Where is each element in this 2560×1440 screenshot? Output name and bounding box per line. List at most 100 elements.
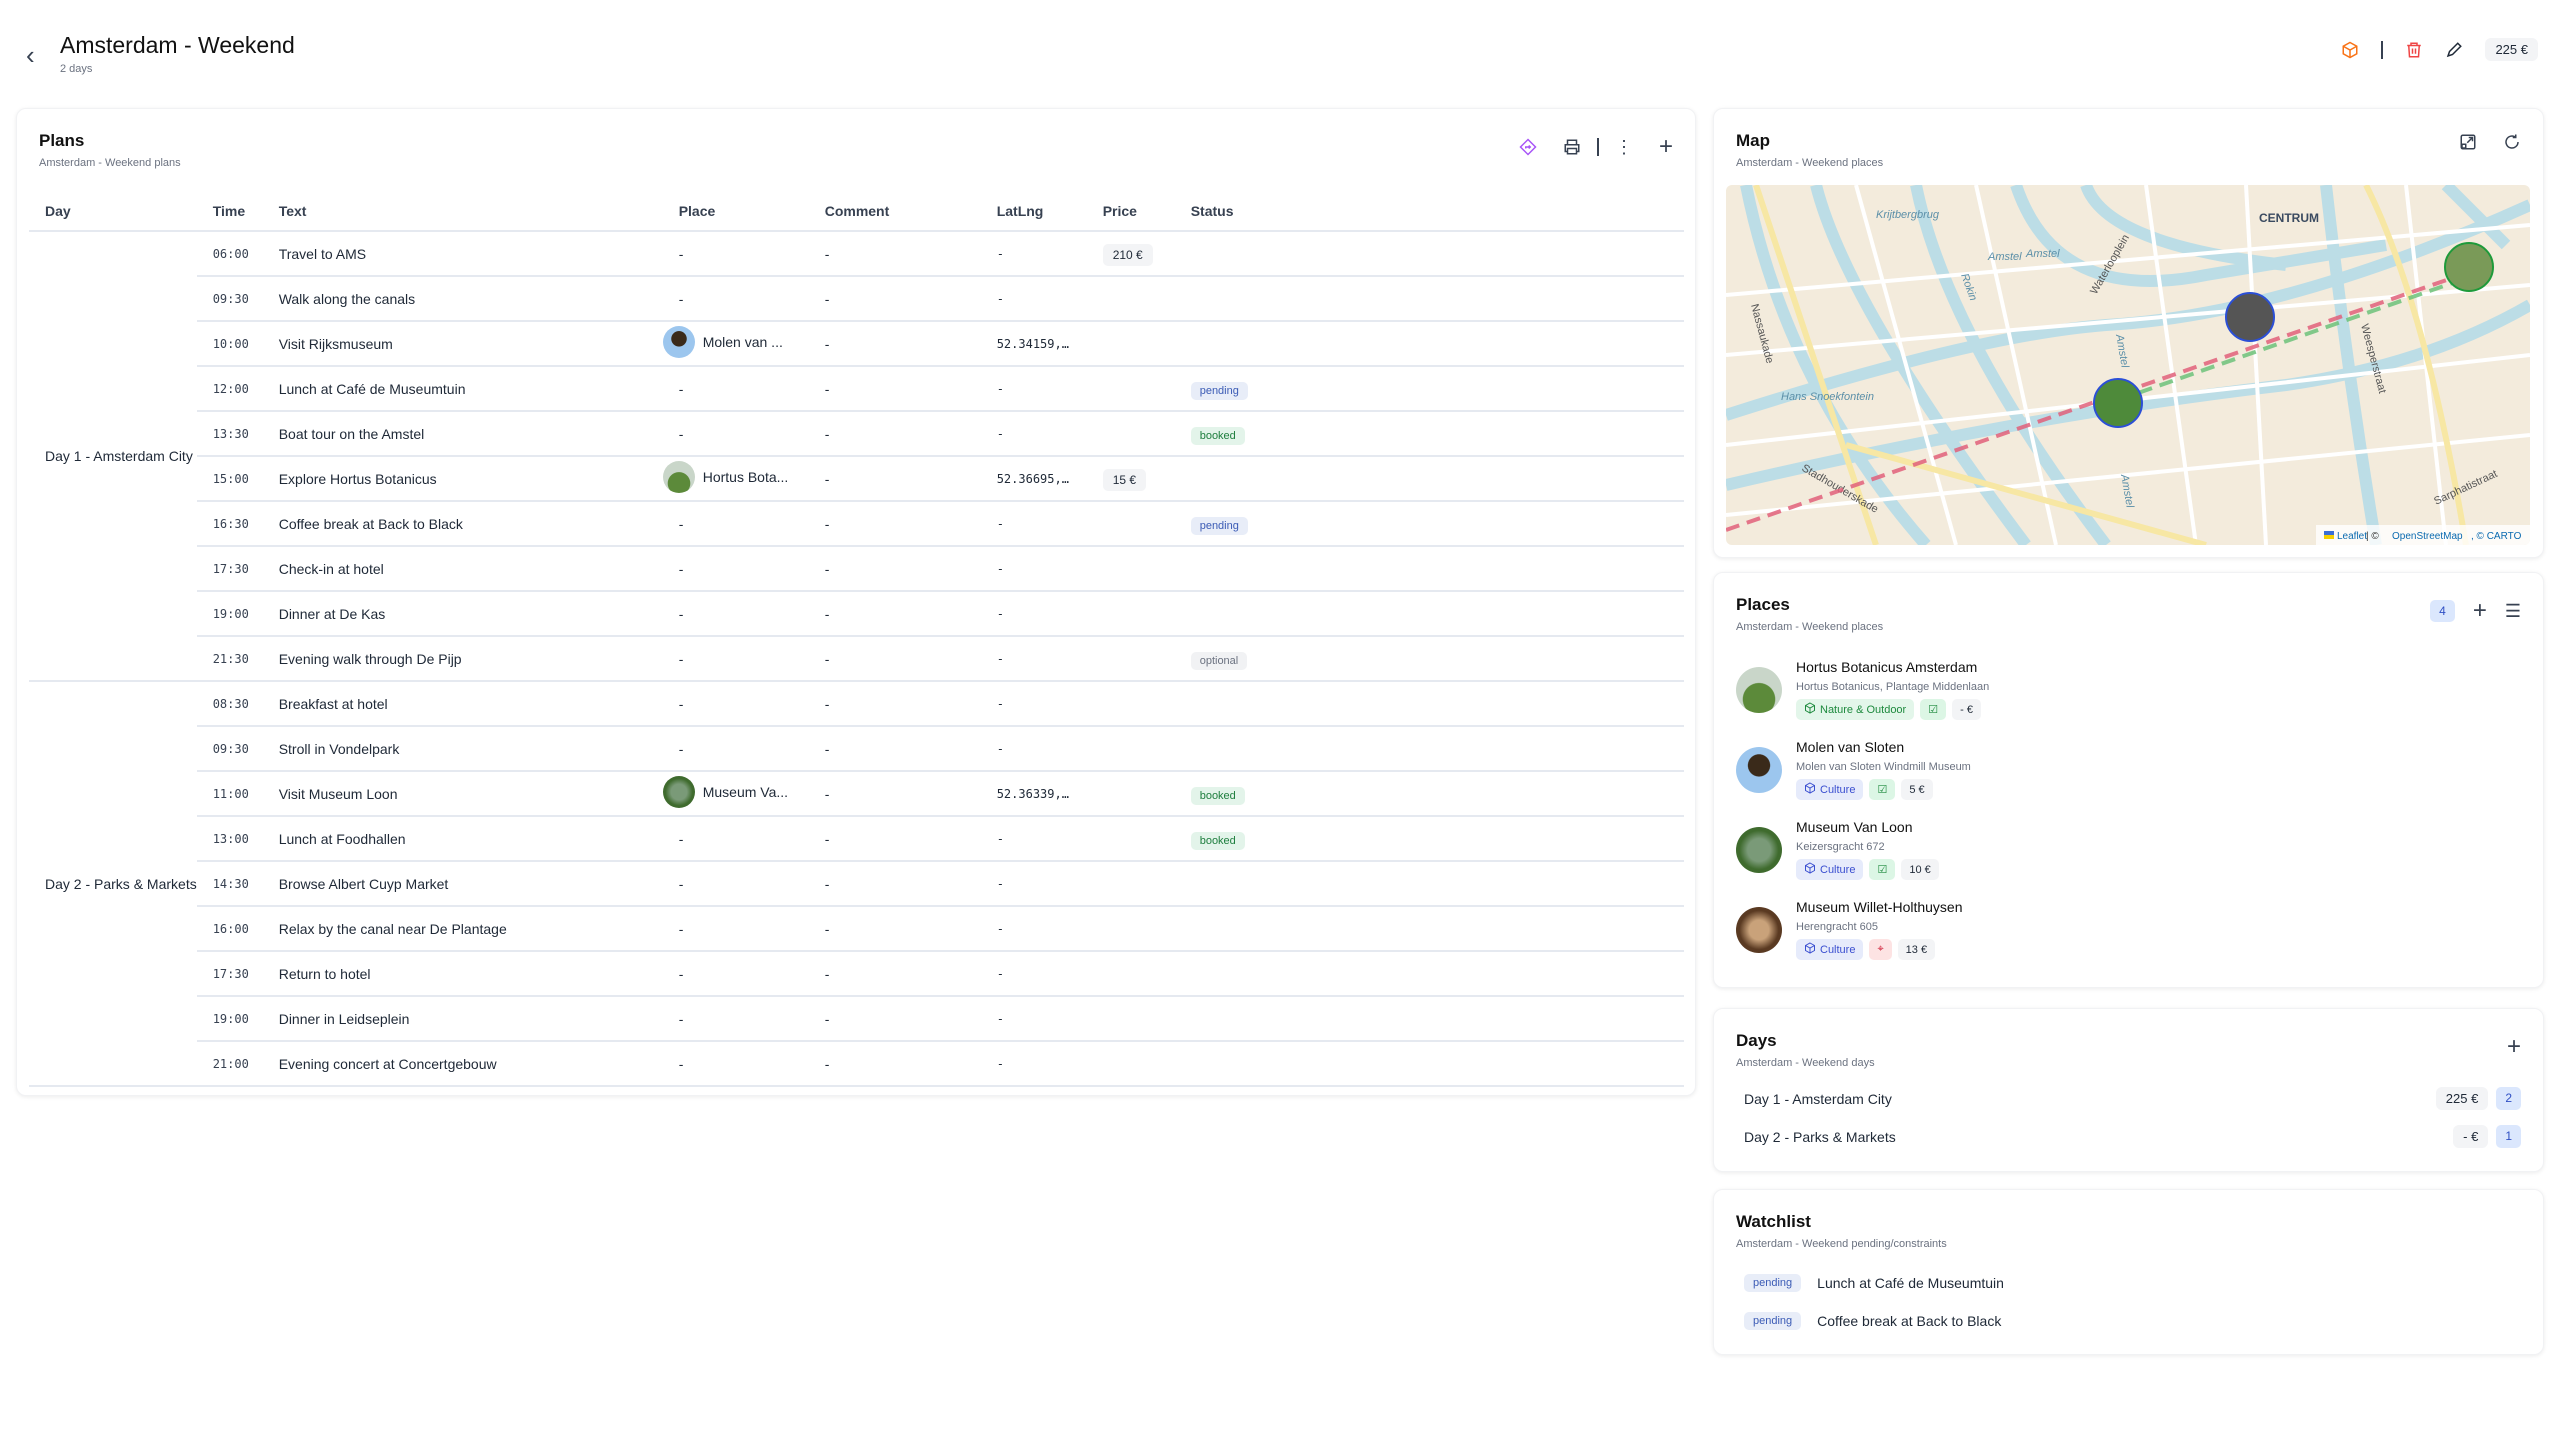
- box-icon[interactable]: [2341, 41, 2359, 59]
- text-cell: Evening walk through De Pijp: [262, 636, 663, 682]
- place-cell[interactable]: -: [662, 1041, 809, 1087]
- watchlist-text: Coffee break at Back to Black: [1817, 1313, 2002, 1329]
- time-cell: 19:00: [196, 591, 263, 637]
- table-row[interactable]: 13:30 Boat tour on the Amstel - - - booked: [29, 411, 1684, 457]
- place-thumbnail: [662, 326, 695, 358]
- trash-icon[interactable]: [2405, 41, 2423, 59]
- column-header[interactable]: Time: [196, 191, 263, 232]
- table-row[interactable]: Day 2 - Parks & Markets 08:30 Breakfast at…: [29, 681, 1684, 1087]
- add-place-button[interactable]: +: [2472, 597, 2487, 624]
- place-item[interactable]: Molen van Sloten Molen van Sloten Windmil…: [1736, 739, 1971, 800]
- status-cell: optional: [1174, 636, 1684, 682]
- map-marker-willet-holthuysen[interactable]: [2225, 292, 2275, 342]
- place-cell[interactable]: -: [662, 276, 809, 322]
- place-cell[interactable]: -: [662, 501, 809, 547]
- category-tag[interactable]: Culture: [1796, 859, 1864, 880]
- place-cell[interactable]: -: [662, 366, 809, 412]
- table-row[interactable]: 10:00 Visit Rijksmuseum Molen van ... -52.3…: [29, 321, 1684, 367]
- place-cell[interactable]: -: [662, 681, 809, 727]
- place-cell[interactable]: -: [662, 726, 809, 772]
- place-cell[interactable]: -: [662, 231, 809, 277]
- table-row[interactable]: 19:00 Dinner in Leidseplein - - -: [29, 996, 1684, 1042]
- place-cell[interactable]: -: [662, 546, 809, 592]
- text-cell: Visit Rijksmuseum: [262, 321, 663, 367]
- column-header[interactable]: Place: [662, 191, 809, 232]
- page-title: Amsterdam - Weekend: [60, 32, 295, 58]
- table-row[interactable]: 17:30 Return to hotel - - -: [29, 951, 1684, 997]
- status-cell: [1174, 591, 1684, 637]
- table-row[interactable]: 17:30 Check-in at hotel - - -: [29, 546, 1684, 592]
- category-tag[interactable]: Nature & Outdoor: [1796, 699, 1915, 720]
- map-marker-hortus[interactable]: [2444, 242, 2494, 292]
- list-checks-icon[interactable]: ☰: [2504, 600, 2521, 621]
- column-header[interactable]: Text: [262, 191, 663, 232]
- place-cell[interactable]: Hortus Bota...: [662, 456, 809, 502]
- expand-icon[interactable]: [2459, 133, 2477, 151]
- time-cell: 21:00: [196, 1041, 263, 1087]
- add-plan-button[interactable]: +: [1658, 133, 1673, 160]
- table-row[interactable]: 16:00 Relax by the canal near De Plantage…: [29, 906, 1684, 952]
- place-name: -: [678, 1055, 684, 1072]
- table-row[interactable]: 09:30 Stroll in Vondelpark - - -: [29, 726, 1684, 772]
- refresh-icon[interactable]: [2503, 133, 2521, 151]
- category-tag[interactable]: Culture: [1796, 779, 1864, 800]
- place-item[interactable]: Hortus Botanicus Amsterdam Hortus Botanic…: [1736, 659, 1989, 720]
- place-cell[interactable]: -: [662, 951, 809, 997]
- place-cell[interactable]: -: [662, 816, 809, 862]
- map-pin-icon[interactable]: ⌖: [1869, 939, 1892, 960]
- map-view[interactable]: Krijtbergbrug Rokin Amstel Amstel Hans S…: [1726, 185, 2530, 545]
- table-row[interactable]: 09:30 Walk along the canals - - -: [29, 276, 1684, 322]
- place-item[interactable]: Museum Van Loon Keizersgracht 672 Culture ☑…: [1736, 819, 1939, 880]
- status-badge: pending: [1190, 516, 1248, 535]
- place-cell[interactable]: -: [662, 906, 809, 952]
- table-row[interactable]: 13:00 Lunch at Foodhallen - - - booked: [29, 816, 1684, 862]
- day-item[interactable]: Day 2 - Parks & Markets - € 1: [1744, 1125, 2521, 1148]
- print-icon[interactable]: [1563, 138, 1581, 156]
- day-item[interactable]: Day 1 - Amsterdam City 225 € 2: [1744, 1087, 2521, 1110]
- checked-icon[interactable]: ☑: [1920, 699, 1947, 720]
- price-cell: [1086, 501, 1175, 547]
- status-cell: pending: [1174, 366, 1684, 412]
- watchlist-item[interactable]: pending Coffee break at Back to Black: [1744, 1312, 2521, 1330]
- map-marker-museum-van-loon[interactable]: [2093, 378, 2143, 428]
- table-row[interactable]: 21:30 Evening walk through De Pijp - - - opti…: [29, 636, 1684, 682]
- column-header[interactable]: Comment: [808, 191, 981, 232]
- place-item[interactable]: Museum Willet-Holthuysen Herengracht 605 C…: [1736, 899, 1963, 960]
- checked-icon[interactable]: ☑: [1869, 779, 1896, 800]
- more-vertical-icon[interactable]: ⋮: [1614, 136, 1633, 157]
- table-row[interactable]: 16:30 Coffee break at Back to Black - - - pen…: [29, 501, 1684, 547]
- table-row[interactable]: 14:30 Browse Albert Cuyp Market - - -: [29, 861, 1684, 907]
- table-row[interactable]: 21:00 Evening concert at Concertgebouw - - -: [29, 1041, 1684, 1087]
- place-cell[interactable]: -: [662, 861, 809, 907]
- column-header[interactable]: Status: [1174, 191, 1684, 232]
- watchlist-subtitle: Amsterdam - Weekend pending/constraints: [1736, 1238, 1947, 1250]
- leaflet-link[interactable]: Leaflet: [2337, 531, 2367, 542]
- watchlist-item[interactable]: pending Lunch at Café de Museumtuin: [1744, 1274, 2521, 1292]
- route-line-green: [2117, 278, 2462, 402]
- place-cell[interactable]: -: [662, 996, 809, 1042]
- place-cell[interactable]: Molen van ...: [662, 321, 809, 367]
- table-row[interactable]: 12:00 Lunch at Café de Museumtuin - - - pendi…: [29, 366, 1684, 412]
- osm-link[interactable]: OpenStreetMap: [2392, 531, 2463, 542]
- column-header[interactable]: LatLng: [980, 191, 1087, 232]
- carto-link[interactable]: , © CARTO: [2471, 531, 2522, 542]
- add-day-button[interactable]: +: [2506, 1033, 2521, 1060]
- checked-icon[interactable]: ☑: [1869, 859, 1896, 880]
- column-header[interactable]: Price: [1086, 191, 1175, 232]
- status-badge: pending: [1744, 1312, 1802, 1330]
- place-cell[interactable]: Museum Va...: [662, 771, 809, 817]
- category-tag[interactable]: Culture: [1796, 939, 1864, 960]
- table-row[interactable]: 11:00 Visit Museum Loon Museum Va... -52.36…: [29, 771, 1684, 817]
- place-cell[interactable]: -: [662, 591, 809, 637]
- place-cell[interactable]: -: [662, 636, 809, 682]
- table-row[interactable]: 19:00 Dinner at De Kas - - -: [29, 591, 1684, 637]
- text-cell: Breakfast at hotel: [262, 681, 663, 727]
- pencil-icon[interactable]: [2445, 41, 2463, 59]
- back-chevron-icon[interactable]: ‹: [26, 40, 35, 70]
- table-row[interactable]: Day 1 - Amsterdam City 06:00 Travel to AMS…: [29, 231, 1684, 682]
- divider: [2381, 40, 2384, 59]
- place-cell[interactable]: -: [662, 411, 809, 457]
- table-row[interactable]: 15:00 Explore Hortus Botanicus Hortus Bota…: [29, 456, 1684, 502]
- route-diamond-icon[interactable]: [1519, 138, 1537, 156]
- column-header[interactable]: Day: [29, 191, 197, 232]
